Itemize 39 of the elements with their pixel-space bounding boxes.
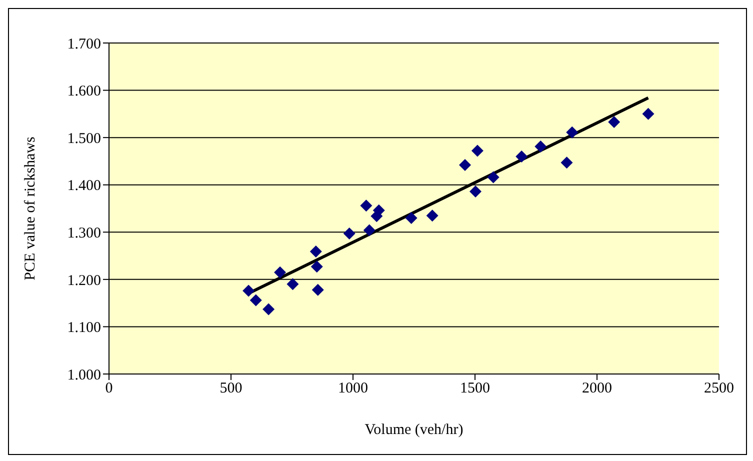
- point: [534, 140, 547, 153]
- point: [262, 303, 275, 316]
- y-tick-label: 1.600: [67, 84, 101, 100]
- point: [286, 278, 299, 290]
- point: [250, 294, 262, 306]
- y-tick-label: 1.400: [67, 178, 101, 194]
- point: [516, 150, 528, 162]
- x-tick-label: 500: [220, 380, 242, 397]
- point: [363, 224, 376, 236]
- point: [469, 185, 482, 198]
- point: [312, 284, 324, 296]
- x-tick-label: 2500: [704, 380, 734, 397]
- point: [471, 144, 484, 157]
- x-axis-title: Volume (veh/hr): [364, 422, 464, 438]
- point: [343, 228, 356, 240]
- point: [310, 246, 322, 258]
- point: [310, 260, 323, 273]
- point: [458, 158, 471, 171]
- point: [405, 212, 418, 224]
- y-tick-label: 1.000: [67, 367, 101, 384]
- y-tick-label: 1.700: [67, 36, 101, 52]
- y-tick-label: 1.200: [67, 272, 101, 289]
- point: [360, 200, 372, 212]
- point: [560, 156, 573, 169]
- x-tick-label: 2000: [582, 380, 612, 397]
- y-tick-label: 1.300: [67, 225, 101, 242]
- point: [566, 126, 578, 138]
- y-axis-title: PCE value of rickshaws: [22, 136, 38, 280]
- point: [608, 116, 620, 128]
- x-tick-label: 1000: [338, 380, 368, 397]
- x-tick-label: 1500: [460, 380, 490, 397]
- x-tick-label: 0: [105, 380, 113, 397]
- point: [426, 210, 438, 222]
- point: [242, 284, 255, 297]
- point: [274, 266, 286, 278]
- point: [642, 108, 654, 120]
- point: [487, 171, 500, 184]
- y-tick-label: 1.100: [67, 320, 101, 336]
- y-tick-label: 1.500: [67, 130, 101, 147]
